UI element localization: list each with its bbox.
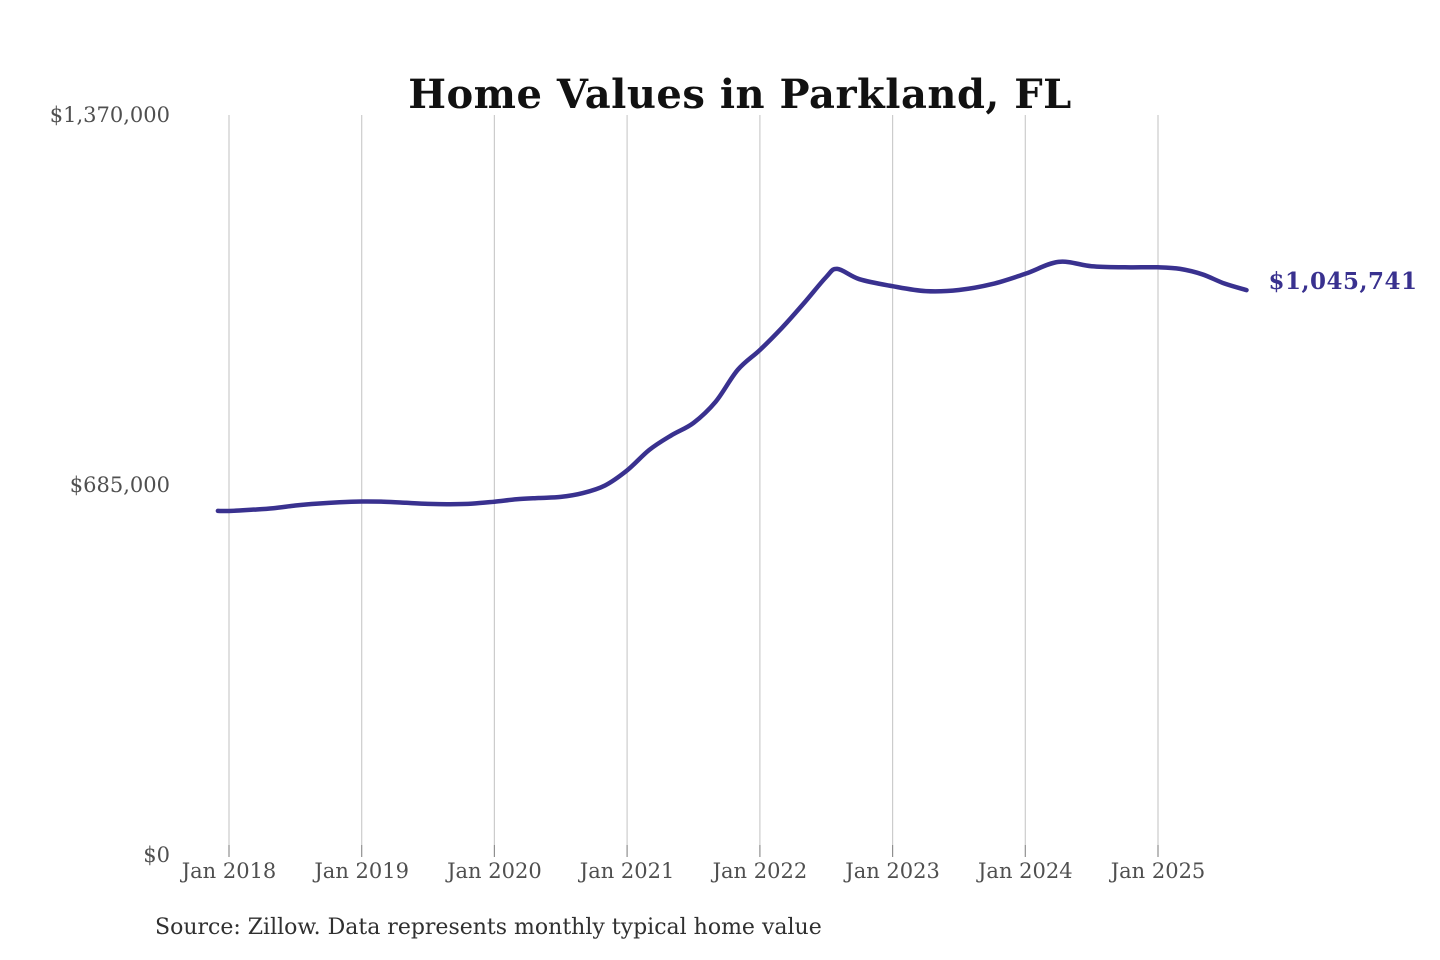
x-axis-label: Jan 2019 [314, 859, 409, 883]
x-axis-label: Jan 2018 [181, 859, 277, 883]
last-value-label: $1,045,741 [1268, 268, 1418, 296]
x-axis-label: Jan 2025 [1110, 859, 1206, 883]
home-value-line [215, 259, 1249, 514]
y-axis-label: $685,000 [69, 473, 170, 497]
y-axis-label: $0 [143, 843, 170, 867]
x-axis-label: Jan 2021 [579, 859, 675, 883]
y-axis-label: $1,370,000 [49, 103, 170, 127]
x-axis-label: Jan 2022 [712, 859, 808, 883]
x-axis-label: Jan 2024 [978, 859, 1073, 883]
x-axis-label: Jan 2023 [845, 859, 940, 883]
chart-title: Home Values in Parkland, FL [408, 70, 1072, 118]
source-note: Source: Zillow. Data represents monthly … [155, 915, 822, 940]
x-axis-label: Jan 2020 [447, 859, 542, 883]
